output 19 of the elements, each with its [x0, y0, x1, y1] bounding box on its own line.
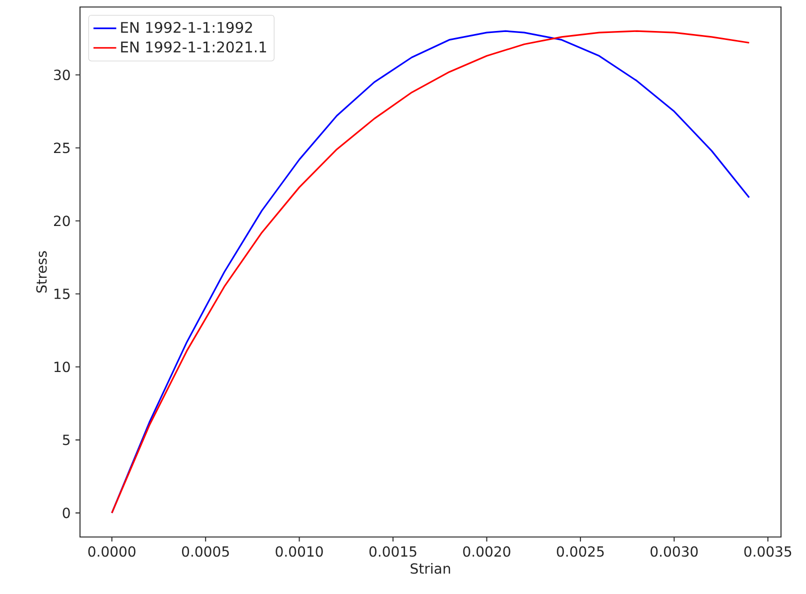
x-tick-label: 0.0015 — [369, 546, 416, 557]
x-tick-label: 0.0025 — [556, 546, 604, 557]
x-tick-label: 0.0030 — [650, 546, 698, 557]
x-tick-label: 0.0005 — [182, 546, 229, 557]
x-tick-label: 0.0000 — [88, 546, 136, 557]
legend-label: EN 1992-1-1:1992 — [121, 22, 252, 33]
y-tick-label: 5 — [62, 434, 70, 446]
y-tick-label: 20 — [54, 216, 70, 226]
x-tick-label: 0.0010 — [276, 546, 323, 557]
legend-label: EN 1992-1-1:2021.1 — [121, 41, 266, 53]
x-tick-label: 0.0020 — [463, 546, 510, 557]
y-tick-label: 10 — [54, 362, 70, 372]
x-tick-label: 0.0035 — [744, 546, 792, 557]
y-axis-title: Stress — [36, 251, 47, 293]
y-tick-label: 25 — [54, 142, 70, 154]
y-tick-label: 0 — [62, 508, 70, 518]
x-axis-title: Strian — [410, 562, 450, 574]
y-tick-label: 15 — [54, 288, 70, 300]
y-tick-label: 30 — [54, 70, 70, 80]
